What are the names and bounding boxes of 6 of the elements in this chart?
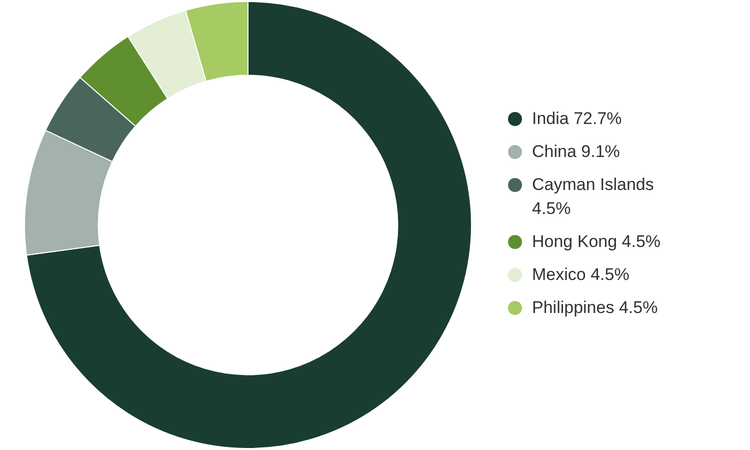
legend-label: Philippines 4.5% [532, 297, 659, 319]
legend-label: China 9.1% [532, 141, 621, 163]
legend-label: Cayman Islands 4.5% [532, 174, 655, 220]
legend-label: Hong Kong 4.5% [532, 231, 662, 253]
legend-label: India 72.7% [532, 108, 623, 130]
legend-label: Mexico 4.5% [532, 264, 630, 286]
